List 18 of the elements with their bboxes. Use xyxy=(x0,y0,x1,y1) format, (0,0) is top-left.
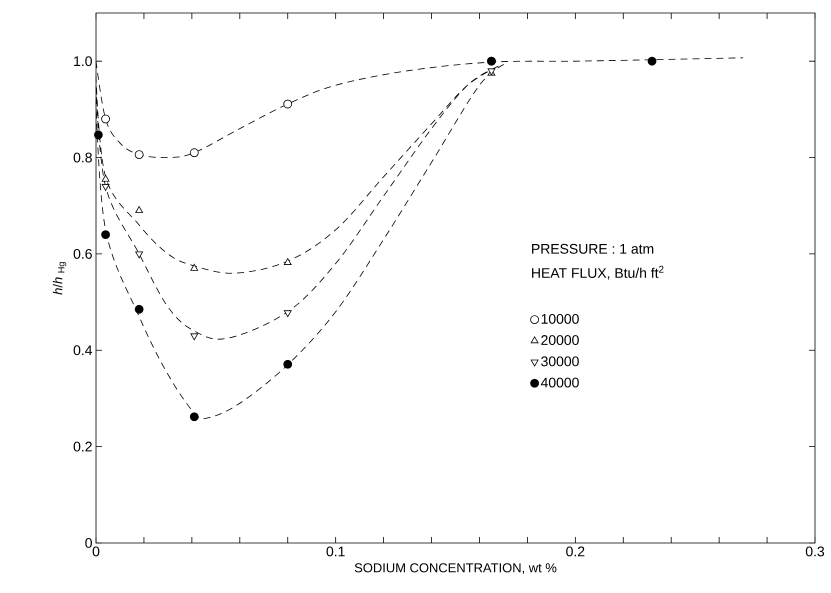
legend-label: 10000 xyxy=(542,314,579,324)
x-tick-label: 0 xyxy=(92,546,100,556)
legend-label: 30000 xyxy=(541,356,579,366)
y-tick-label: 0.2 xyxy=(74,442,92,452)
x-tick-label: 0.1 xyxy=(326,546,345,556)
y-tick-label: 0 xyxy=(85,538,92,548)
x-tick-label: 0.3 xyxy=(806,546,824,556)
y-tick-label: 1.0 xyxy=(74,56,92,66)
y-tick-label: 0.4 xyxy=(74,345,92,356)
x-tick-label: 0.2 xyxy=(566,546,584,556)
y-tick-label: 0.6 xyxy=(74,248,92,259)
y-tick-label: 0.8 xyxy=(74,152,92,162)
legend-label: 20000 xyxy=(541,335,579,346)
y-axis-title: h/h $_{Hg}$ xyxy=(52,262,66,295)
annotation: PRESSURE : 1 atm xyxy=(532,244,654,254)
legend-title: HEAT FLUX, Btu/h ft$^{2}$ xyxy=(532,266,664,280)
legend-label: 40000 xyxy=(540,378,579,388)
x-axis-title: SODIUM CONCENTRATION, wt % xyxy=(354,563,556,574)
